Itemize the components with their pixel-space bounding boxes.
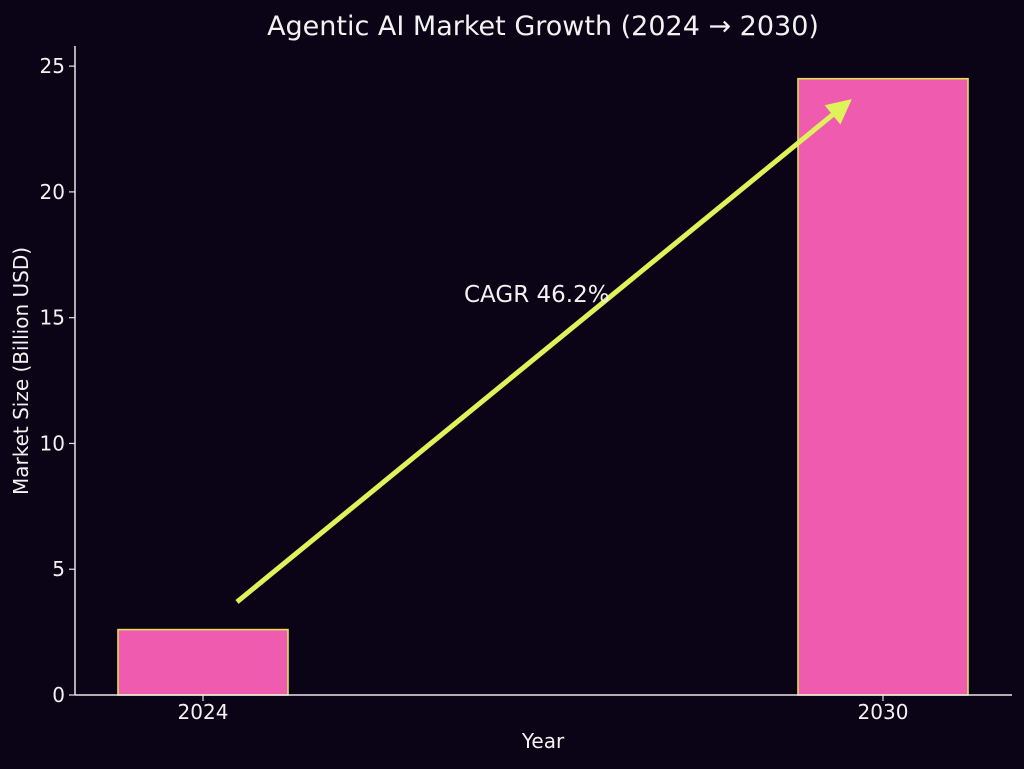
y-tick-label-5: 5 bbox=[52, 557, 65, 581]
y-tick-label-15: 15 bbox=[40, 306, 65, 330]
y-tick-label-20: 20 bbox=[40, 180, 65, 204]
y-tick-label-10: 10 bbox=[40, 431, 65, 455]
x-axis-label: Year bbox=[521, 729, 565, 753]
x-tick-label-2024: 2024 bbox=[178, 700, 229, 724]
y-axis-label: Market Size (Billion USD) bbox=[9, 247, 33, 495]
bar-2024 bbox=[117, 628, 289, 696]
x-tick-label-2030: 2030 bbox=[858, 700, 909, 724]
bar-2030 bbox=[797, 77, 969, 696]
growth-arrow bbox=[235, 99, 852, 604]
cagr-annotation: CAGR 46.2% bbox=[464, 282, 610, 308]
y-tick-label-25: 25 bbox=[40, 54, 65, 78]
y-tick-label-0: 0 bbox=[52, 683, 65, 707]
chart-title: Agentic AI Market Growth (2024 → 2030) bbox=[267, 11, 819, 42]
